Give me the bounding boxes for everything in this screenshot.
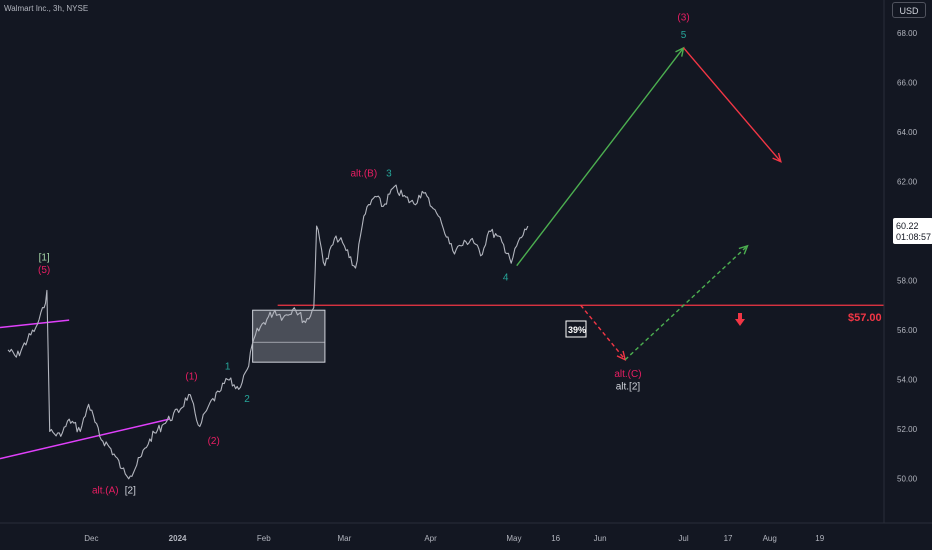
x-tick-label: Apr bbox=[424, 534, 437, 543]
projection-line bbox=[516, 47, 685, 267]
level-price-label: $57.00 bbox=[848, 312, 882, 324]
consolidation-zone-layer bbox=[252, 309, 326, 363]
down-arrow-icon bbox=[735, 313, 745, 326]
time-axis: Dec 2024 Feb Mar Apr May 16 Jun Jul 17 Aug 19 bbox=[84, 534, 824, 543]
x-tick-label: Jul bbox=[678, 534, 688, 543]
y-tick-label: 62.00 bbox=[897, 178, 918, 187]
wave-label: [2] bbox=[125, 485, 136, 496]
wave-labels-layer: [1](5) alt.(A) [2] (1) (2) 1 2 alt.(B) 3 4 (3) 5 alt… bbox=[38, 13, 690, 497]
x-tick-label: 19 bbox=[815, 534, 824, 543]
x-tick-label: Mar bbox=[337, 534, 351, 543]
wave-label: 4 bbox=[503, 273, 509, 284]
wave-label: 5 bbox=[681, 30, 687, 41]
y-tick-label: 54.00 bbox=[897, 376, 918, 385]
wave-label: (1) bbox=[185, 372, 197, 383]
x-tick-label: 2024 bbox=[169, 534, 187, 543]
x-tick-label: Feb bbox=[257, 534, 271, 543]
channel-lower-line bbox=[0, 418, 170, 460]
x-tick-label: Aug bbox=[763, 534, 777, 543]
consolidation-zone bbox=[252, 309, 326, 363]
probability-badge: 39% bbox=[565, 320, 587, 338]
projection-lines-layer bbox=[516, 46, 782, 361]
x-tick-label: 17 bbox=[724, 534, 733, 543]
y-tick-label: 58.00 bbox=[897, 277, 918, 286]
wave-label: (2) bbox=[208, 436, 220, 447]
wave-label: alt.(C) bbox=[614, 369, 641, 380]
last-price-tag: 60.22 01:08:57 bbox=[893, 218, 932, 244]
y-tick-label: 68.00 bbox=[897, 29, 918, 38]
projection-line bbox=[580, 304, 626, 361]
wave-label: 3 bbox=[386, 169, 392, 180]
x-tick-label: May bbox=[506, 534, 521, 543]
price-series bbox=[7, 184, 529, 480]
y-tick-label: 50.00 bbox=[897, 475, 918, 484]
price-series-layer bbox=[7, 184, 529, 480]
x-tick-label: Dec bbox=[84, 534, 98, 543]
wave-label: [1] bbox=[39, 253, 50, 264]
x-tick-label: 16 bbox=[551, 534, 560, 543]
last-price-value: 60.22 bbox=[896, 221, 919, 231]
y-tick-label: 56.00 bbox=[897, 326, 918, 335]
wave-label: (5) bbox=[38, 265, 50, 276]
y-tick-label: 66.00 bbox=[897, 79, 918, 88]
projection-arrowhead bbox=[772, 152, 782, 163]
wave-label: alt.[2] bbox=[616, 381, 641, 392]
probability-value: 39% bbox=[568, 325, 586, 335]
wave-label: 1 bbox=[225, 362, 231, 373]
y-tick-label: 52.00 bbox=[897, 425, 918, 434]
chart-title: Walmart Inc., 3h, NYSE bbox=[4, 4, 89, 13]
countdown-timer: 01:08:57 bbox=[896, 232, 931, 242]
wave-label: alt.(B) bbox=[351, 169, 378, 180]
y-tick-label: 64.00 bbox=[897, 128, 918, 137]
wave-label: (3) bbox=[677, 13, 689, 24]
projection-arrowhead bbox=[738, 244, 749, 255]
wave-label: alt.(A) bbox=[92, 485, 119, 496]
x-tick-label: Jun bbox=[594, 534, 607, 543]
currency-button[interactable]: USD bbox=[892, 2, 926, 18]
channel-upper-line bbox=[0, 319, 70, 329]
wave-label: 2 bbox=[244, 394, 250, 405]
projection-line bbox=[683, 47, 782, 163]
